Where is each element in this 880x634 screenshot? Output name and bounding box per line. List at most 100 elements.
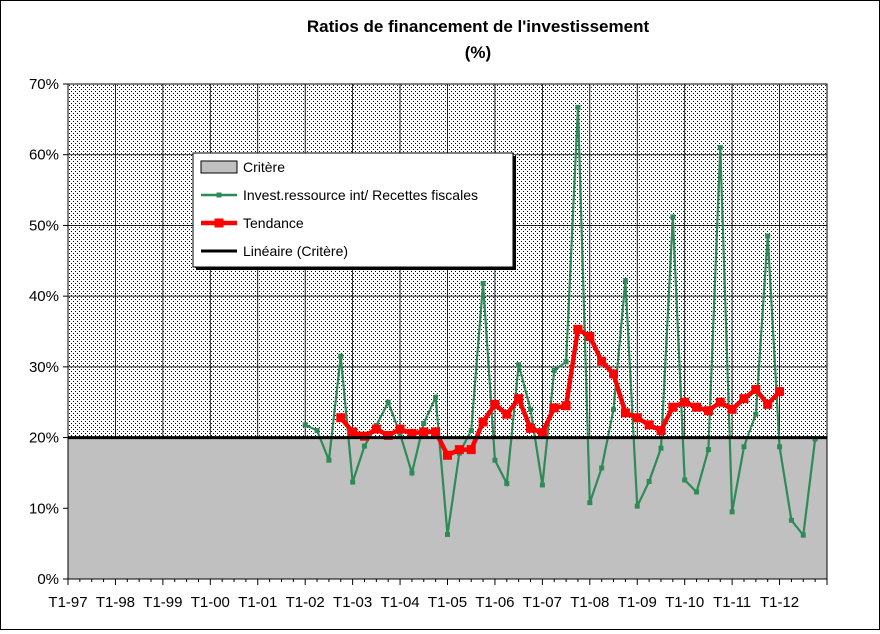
x-tick-label: T1-04 [380, 594, 419, 611]
data-point [516, 362, 522, 368]
data-point [656, 426, 666, 435]
legend-marker [214, 218, 224, 228]
data-point [348, 427, 358, 437]
y-tick-label: 70% [29, 76, 59, 93]
x-tick-label: T1-02 [286, 594, 325, 611]
data-point [622, 278, 628, 284]
data-point [504, 481, 510, 487]
data-point [763, 399, 773, 409]
data-point [775, 387, 785, 397]
data-point [514, 394, 524, 404]
x-tick-label: T1-01 [238, 594, 277, 611]
data-point [777, 444, 783, 450]
x-tick-label: T1-12 [760, 594, 799, 611]
data-point [385, 399, 391, 405]
series-group [68, 104, 827, 538]
y-tick-label: 50% [29, 217, 59, 234]
data-point [751, 384, 761, 394]
data-point [539, 482, 545, 488]
data-point [397, 431, 403, 437]
data-point [395, 424, 405, 434]
data-point [454, 445, 464, 455]
chart-title: Ratios de financement de l'investissemen… [307, 17, 650, 36]
x-tick-label: T1-10 [665, 594, 704, 611]
data-point [407, 428, 417, 438]
data-point [597, 356, 607, 366]
data-point [703, 406, 713, 416]
data-point [668, 402, 678, 412]
data-point [561, 401, 571, 411]
y-tick-label: 20% [29, 430, 59, 447]
legend-label: Tendance [243, 215, 304, 231]
y-tick-label: 30% [29, 359, 59, 376]
y-tick-label: 10% [29, 500, 59, 517]
x-tick-label: T1-00 [191, 594, 230, 611]
series-1 [302, 104, 818, 538]
legend: Critère Invest.ressource int/ Recettes fi… [192, 152, 516, 270]
data-point [634, 503, 640, 509]
data-point [694, 489, 700, 495]
chart-subtitle: (%) [465, 43, 491, 62]
series-2 [336, 324, 785, 460]
x-tick-label: T1-09 [618, 594, 657, 611]
data-point [646, 478, 652, 484]
data-point [753, 411, 759, 417]
legend-swatch [200, 160, 238, 174]
data-point [431, 427, 441, 437]
data-point [670, 214, 676, 220]
x-axis: T1-97 T1-98 T1-99 T1-00 T1-01 T1-02 T1-03 T1-04… [48, 579, 828, 611]
data-point [680, 397, 690, 407]
data-point [371, 424, 381, 434]
legend-label: Critère [243, 159, 285, 175]
data-point [741, 444, 747, 450]
data-point [705, 447, 711, 453]
data-point [468, 428, 474, 433]
data-point [587, 500, 593, 506]
critere-area-fill [68, 437, 827, 579]
x-tick-label: T1-11 [713, 594, 751, 611]
data-point [788, 517, 794, 523]
data-point [350, 479, 356, 485]
data-point [443, 450, 452, 460]
data-point [632, 413, 642, 423]
data-point [302, 422, 308, 428]
x-tick-label: T1-03 [333, 594, 372, 611]
data-point [419, 427, 429, 437]
x-tick-label: T1-05 [428, 594, 467, 611]
data-point [526, 423, 536, 433]
data-point [609, 369, 619, 379]
data-point [620, 408, 630, 418]
data-point [585, 331, 595, 341]
data-point [490, 399, 500, 409]
y-tick-label: 40% [29, 288, 59, 305]
data-point [551, 367, 557, 373]
data-point [739, 394, 749, 404]
data-point [549, 403, 559, 413]
data-point [658, 445, 664, 451]
data-point [338, 353, 344, 359]
y-tick-label: 0% [37, 571, 59, 588]
data-point [800, 532, 806, 538]
data-point [502, 409, 512, 419]
data-point [537, 428, 547, 438]
data-point [409, 470, 415, 476]
data-point [421, 420, 427, 426]
data-point [573, 324, 583, 334]
data-point [326, 457, 332, 463]
legend-label: Linéaire (Critère) [243, 243, 348, 259]
data-point [715, 397, 725, 407]
data-point [336, 413, 346, 423]
data-point [528, 406, 534, 412]
data-point [765, 233, 771, 239]
series-line [304, 107, 817, 538]
data-point [445, 531, 450, 537]
data-point [383, 430, 393, 440]
data-point [478, 417, 488, 427]
data-point [729, 509, 735, 515]
data-point [717, 145, 723, 151]
x-tick-label: T1-98 [96, 594, 135, 611]
data-point [682, 477, 688, 483]
data-point [466, 445, 476, 455]
